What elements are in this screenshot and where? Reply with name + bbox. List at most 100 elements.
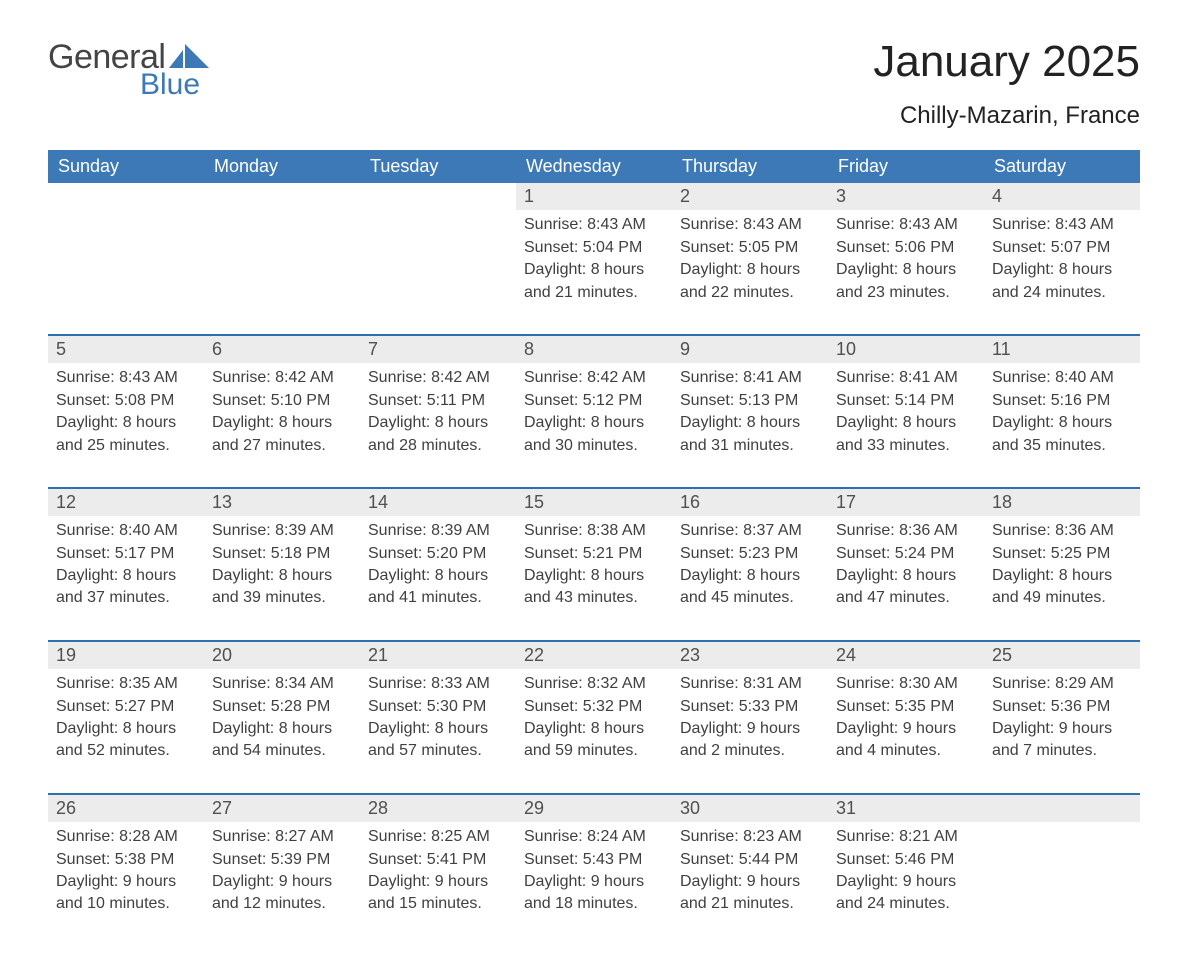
day-detail-cell: Sunrise: 8:40 AMSunset: 5:16 PMDaylight:…: [984, 363, 1140, 488]
daylight-line: Daylight: 8 hours and 59 minutes.: [524, 718, 664, 763]
day-number-row: 19202122232425: [48, 641, 1140, 669]
day-detail-cell: Sunrise: 8:32 AMSunset: 5:32 PMDaylight:…: [516, 669, 672, 794]
sunset-line: Sunset: 5:05 PM: [680, 237, 820, 259]
day-number-cell: [360, 183, 516, 210]
daylight-line: Daylight: 8 hours and 54 minutes.: [212, 718, 352, 763]
sunrise-line: Sunrise: 8:23 AM: [680, 826, 820, 848]
day-number-cell: 3: [828, 183, 984, 210]
day-number-cell: [204, 183, 360, 210]
day-number-row: 12131415161718: [48, 488, 1140, 516]
daylight-line: Daylight: 8 hours and 28 minutes.: [368, 412, 508, 457]
daylight-line: Daylight: 8 hours and 45 minutes.: [680, 565, 820, 610]
daylight-line: Daylight: 9 hours and 12 minutes.: [212, 871, 352, 916]
daylight-line: Daylight: 9 hours and 2 minutes.: [680, 718, 820, 763]
sunrise-line: Sunrise: 8:39 AM: [368, 520, 508, 542]
daylight-line: Daylight: 9 hours and 4 minutes.: [836, 718, 976, 763]
daylight-line: Daylight: 9 hours and 10 minutes.: [56, 871, 196, 916]
sunrise-line: Sunrise: 8:43 AM: [836, 214, 976, 236]
sunset-line: Sunset: 5:33 PM: [680, 696, 820, 718]
calendar-page: General Blue January 2025 Chilly-Mazarin…: [0, 0, 1188, 972]
sunrise-line: Sunrise: 8:25 AM: [368, 826, 508, 848]
title-block: January 2025 Chilly-Mazarin, France: [873, 40, 1140, 130]
day-detail-cell: Sunrise: 8:36 AMSunset: 5:25 PMDaylight:…: [984, 516, 1140, 641]
sunset-line: Sunset: 5:38 PM: [56, 849, 196, 871]
sunset-line: Sunset: 5:44 PM: [680, 849, 820, 871]
daylight-line: Daylight: 8 hours and 49 minutes.: [992, 565, 1132, 610]
daylight-line: Daylight: 9 hours and 21 minutes.: [680, 871, 820, 916]
weekday-header: Friday: [828, 150, 984, 183]
day-detail-row: Sunrise: 8:40 AMSunset: 5:17 PMDaylight:…: [48, 516, 1140, 641]
daylight-line: Daylight: 9 hours and 24 minutes.: [836, 871, 976, 916]
calendar-table: SundayMondayTuesdayWednesdayThursdayFrid…: [48, 150, 1140, 924]
day-detail-cell: Sunrise: 8:39 AMSunset: 5:18 PMDaylight:…: [204, 516, 360, 641]
day-detail-cell: Sunrise: 8:39 AMSunset: 5:20 PMDaylight:…: [360, 516, 516, 641]
sunset-line: Sunset: 5:18 PM: [212, 543, 352, 565]
day-detail-cell: Sunrise: 8:36 AMSunset: 5:24 PMDaylight:…: [828, 516, 984, 641]
sunset-line: Sunset: 5:32 PM: [524, 696, 664, 718]
day-detail-cell: Sunrise: 8:41 AMSunset: 5:13 PMDaylight:…: [672, 363, 828, 488]
sunrise-line: Sunrise: 8:42 AM: [524, 367, 664, 389]
day-number-cell: 6: [204, 335, 360, 363]
weekday-header: Sunday: [48, 150, 204, 183]
day-detail-row: Sunrise: 8:28 AMSunset: 5:38 PMDaylight:…: [48, 822, 1140, 924]
sunset-line: Sunset: 5:46 PM: [836, 849, 976, 871]
sunset-line: Sunset: 5:39 PM: [212, 849, 352, 871]
daylight-line: Daylight: 8 hours and 33 minutes.: [836, 412, 976, 457]
day-detail-cell: Sunrise: 8:27 AMSunset: 5:39 PMDaylight:…: [204, 822, 360, 924]
sunset-line: Sunset: 5:12 PM: [524, 390, 664, 412]
day-number-cell: [48, 183, 204, 210]
day-number-cell: 15: [516, 488, 672, 516]
sunrise-line: Sunrise: 8:41 AM: [680, 367, 820, 389]
day-detail-cell: Sunrise: 8:42 AMSunset: 5:11 PMDaylight:…: [360, 363, 516, 488]
day-detail-cell: Sunrise: 8:42 AMSunset: 5:12 PMDaylight:…: [516, 363, 672, 488]
day-detail-cell: [360, 210, 516, 335]
sunrise-line: Sunrise: 8:29 AM: [992, 673, 1132, 695]
day-detail-cell: Sunrise: 8:41 AMSunset: 5:14 PMDaylight:…: [828, 363, 984, 488]
daylight-line: Daylight: 8 hours and 25 minutes.: [56, 412, 196, 457]
day-number-cell: 7: [360, 335, 516, 363]
day-detail-cell: Sunrise: 8:43 AMSunset: 5:05 PMDaylight:…: [672, 210, 828, 335]
day-number-cell: 10: [828, 335, 984, 363]
weekday-header: Thursday: [672, 150, 828, 183]
day-number-cell: 23: [672, 641, 828, 669]
sunset-line: Sunset: 5:17 PM: [56, 543, 196, 565]
sunrise-line: Sunrise: 8:42 AM: [212, 367, 352, 389]
day-number-cell: 2: [672, 183, 828, 210]
day-number-cell: 1: [516, 183, 672, 210]
sunrise-line: Sunrise: 8:37 AM: [680, 520, 820, 542]
sunset-line: Sunset: 5:21 PM: [524, 543, 664, 565]
daylight-line: Daylight: 8 hours and 27 minutes.: [212, 412, 352, 457]
sunrise-line: Sunrise: 8:41 AM: [836, 367, 976, 389]
sunrise-line: Sunrise: 8:43 AM: [56, 367, 196, 389]
day-detail-cell: [48, 210, 204, 335]
sunset-line: Sunset: 5:16 PM: [992, 390, 1132, 412]
day-number-cell: 22: [516, 641, 672, 669]
sunset-line: Sunset: 5:36 PM: [992, 696, 1132, 718]
day-detail-row: Sunrise: 8:43 AMSunset: 5:04 PMDaylight:…: [48, 210, 1140, 335]
day-detail-cell: [984, 822, 1140, 924]
sunset-line: Sunset: 5:35 PM: [836, 696, 976, 718]
daylight-line: Daylight: 8 hours and 47 minutes.: [836, 565, 976, 610]
day-number-cell: 5: [48, 335, 204, 363]
sunset-line: Sunset: 5:25 PM: [992, 543, 1132, 565]
day-number-cell: 29: [516, 794, 672, 822]
sunset-line: Sunset: 5:07 PM: [992, 237, 1132, 259]
weekday-header: Wednesday: [516, 150, 672, 183]
day-detail-row: Sunrise: 8:43 AMSunset: 5:08 PMDaylight:…: [48, 363, 1140, 488]
month-title: January 2025: [873, 40, 1140, 84]
day-detail-cell: Sunrise: 8:40 AMSunset: 5:17 PMDaylight:…: [48, 516, 204, 641]
weekday-header: Tuesday: [360, 150, 516, 183]
day-number-cell: 28: [360, 794, 516, 822]
weekday-header-row: SundayMondayTuesdayWednesdayThursdayFrid…: [48, 150, 1140, 183]
day-detail-cell: [204, 210, 360, 335]
day-number-cell: 16: [672, 488, 828, 516]
sunrise-line: Sunrise: 8:34 AM: [212, 673, 352, 695]
day-detail-cell: Sunrise: 8:29 AMSunset: 5:36 PMDaylight:…: [984, 669, 1140, 794]
day-number-cell: 26: [48, 794, 204, 822]
day-number-cell: 9: [672, 335, 828, 363]
daylight-line: Daylight: 8 hours and 35 minutes.: [992, 412, 1132, 457]
daylight-line: Daylight: 9 hours and 18 minutes.: [524, 871, 664, 916]
daylight-line: Daylight: 9 hours and 15 minutes.: [368, 871, 508, 916]
sunrise-line: Sunrise: 8:38 AM: [524, 520, 664, 542]
daylight-line: Daylight: 8 hours and 31 minutes.: [680, 412, 820, 457]
